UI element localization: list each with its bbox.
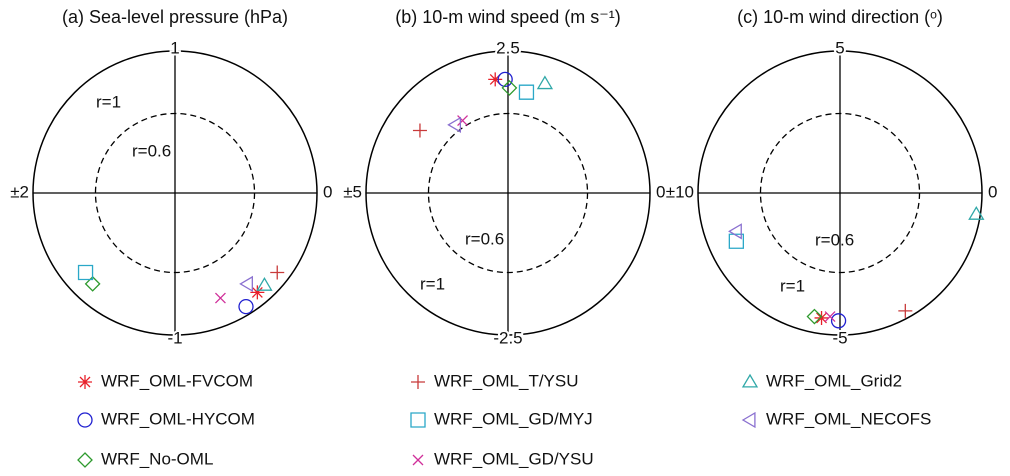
legend-label: WRF_OML_GD/MYJ	[434, 409, 593, 428]
point	[814, 310, 829, 325]
legend-label: WRF_OML-HYCOM	[101, 409, 255, 428]
chart-title: (c) 10-m wind direction (ᵒ)	[737, 7, 943, 27]
legend-marker	[77, 452, 93, 468]
circle-label: r=0.6	[815, 230, 854, 249]
legend-label: WRF_OML-FVCOM	[101, 371, 253, 390]
circle-label: r=1	[780, 276, 805, 295]
axis-label: 0	[323, 182, 332, 201]
axis-label: ±10	[666, 182, 694, 201]
point	[501, 80, 518, 96]
legend-marker	[412, 454, 424, 466]
point	[898, 303, 913, 318]
legend-marker	[78, 375, 92, 389]
point	[270, 265, 285, 280]
circle-label: r=1	[420, 274, 445, 293]
axis-label: -5	[832, 328, 847, 347]
axis-label: 0	[656, 182, 665, 201]
circle-label: r=1	[96, 92, 121, 111]
axis-label: ±5	[343, 182, 362, 201]
chart-title: (a) Sea-level pressure (hPa)	[62, 7, 288, 27]
legend-marker	[741, 373, 759, 388]
legend-label: WRF_OML_Grid2	[766, 371, 902, 390]
point	[536, 75, 554, 90]
legend-marker	[77, 412, 93, 428]
legend-marker	[410, 412, 426, 428]
legend-marker	[411, 375, 425, 389]
axis-label: 2.5	[496, 38, 520, 57]
axis-label: 5	[835, 38, 844, 57]
point	[239, 275, 253, 293]
point	[728, 233, 744, 249]
point	[488, 72, 503, 87]
point	[238, 298, 254, 315]
axis-label: 0	[988, 182, 997, 201]
legend-marker	[741, 411, 756, 429]
point	[412, 123, 427, 138]
point	[447, 116, 462, 133]
circle-label: r=0.6	[465, 229, 504, 248]
legend-label: WRF_No-OML	[101, 449, 213, 468]
chart-title: (b) 10-m wind speed (m s⁻¹)	[395, 7, 621, 27]
axis-label: ±2	[10, 182, 29, 201]
point	[497, 71, 513, 88]
axis-label: 1	[170, 38, 179, 57]
point	[214, 292, 226, 304]
point	[77, 264, 94, 281]
point	[806, 308, 823, 325]
point	[250, 285, 265, 300]
point	[968, 206, 985, 220]
point	[728, 223, 742, 240]
legend-label: WRF_OML_NECOFS	[766, 409, 931, 428]
legend-label: WRF_OML_GD/YSU	[434, 449, 594, 468]
circle-label: r=0.6	[132, 141, 171, 160]
point	[830, 313, 847, 329]
axis-label: -2.5	[493, 328, 522, 347]
point	[518, 84, 535, 100]
point	[256, 277, 273, 291]
point	[457, 115, 469, 127]
axis-label: -1	[167, 328, 182, 347]
point	[84, 275, 101, 292]
point	[824, 311, 836, 322]
legend-label: WRF_OML_T/YSU	[434, 371, 579, 390]
